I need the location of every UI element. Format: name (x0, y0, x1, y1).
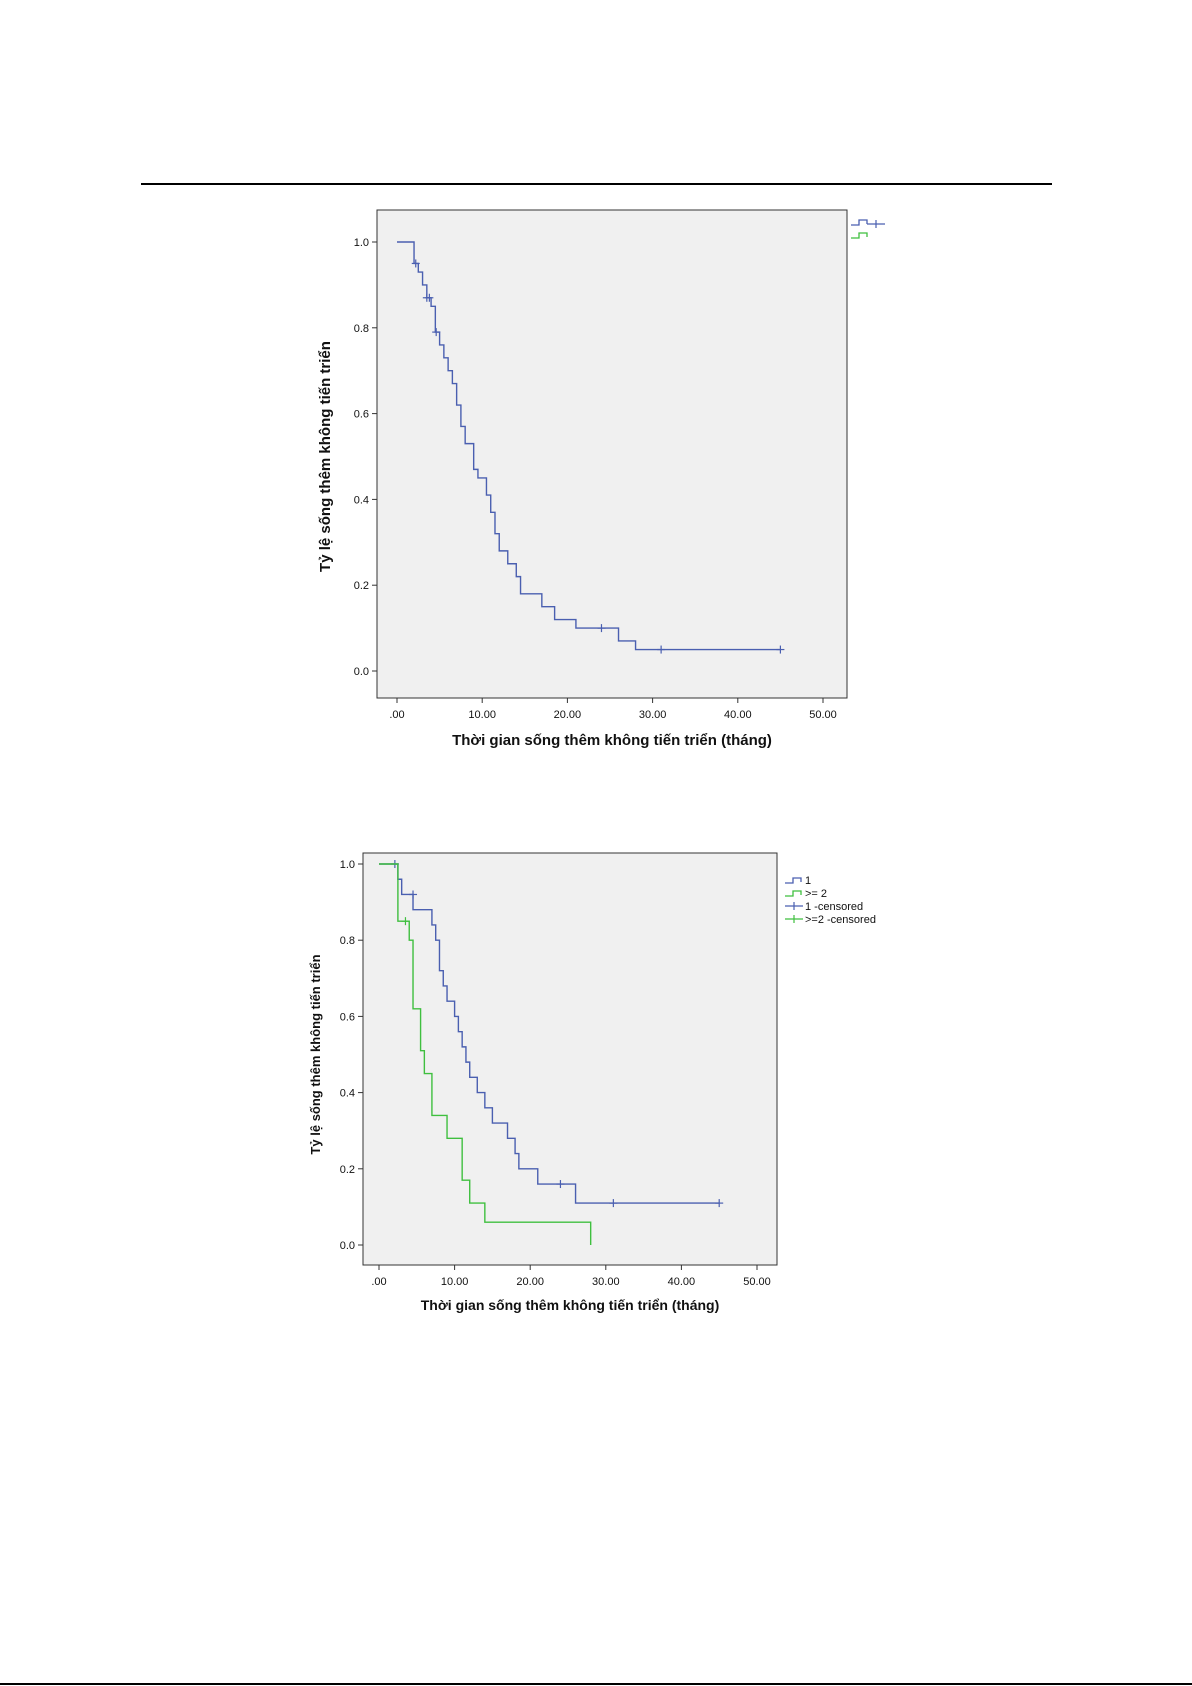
y-tick-label: 0.8 (340, 935, 355, 947)
y-tick-label: 0.2 (340, 1164, 355, 1176)
chart-1: 0.0 0.2 0.4 0.6 0.8 1.0 .00 10.00 20.00 30.00 40.… (317, 209, 885, 749)
censor-mark (556, 1180, 565, 1189)
x-tick-label: 30.00 (592, 1276, 620, 1288)
censor-mark (609, 1199, 618, 1208)
header-rule (141, 183, 1052, 185)
censor-mark (425, 293, 434, 302)
y-tick-label: 1.0 (340, 859, 355, 871)
chart-2-legend: 1>= 21 -censored>=2 -censored (785, 875, 876, 926)
series-line-2 (379, 863, 592, 1245)
chart-2-y-ticks: 0.0 0.2 0.4 0.6 0.8 1.0 (340, 859, 363, 1252)
y-tick-label: 0.0 (354, 666, 369, 678)
chart-1-x-ticks: .00 10.00 20.00 30.00 40.00 50.00 (389, 698, 837, 721)
y-tick-label: 0.4 (340, 1088, 355, 1100)
chart-1-legend (851, 219, 885, 239)
x-tick-label: 40.00 (724, 709, 752, 721)
footer-rule (0, 1683, 1192, 1685)
y-tick-label: 0.6 (354, 409, 369, 421)
legend-label: 1 (805, 875, 811, 887)
chart-2-series (379, 860, 724, 1245)
censor-mark (776, 645, 785, 654)
x-tick-label: .00 (371, 1276, 386, 1288)
chart-2-y-axis-label: Tỷ lệ sống thêm không tiến triển (308, 954, 323, 1154)
series-line-1 (379, 863, 720, 1204)
x-tick-label: 10.00 (468, 709, 496, 721)
legend-entry: 1 (785, 875, 811, 887)
legend-entry: 1 -censored (785, 901, 863, 913)
series-line-1 (397, 241, 781, 651)
y-tick-label: 1.0 (354, 237, 369, 249)
x-tick-label: 20.00 (554, 709, 582, 721)
chart-1-series (397, 241, 785, 654)
x-tick-label: .00 (389, 709, 404, 721)
y-tick-label: 0.8 (354, 323, 369, 335)
chart-1-y-ticks: 0.0 0.2 0.4 0.6 0.8 1.0 (354, 237, 377, 678)
censor-mark (657, 645, 666, 654)
x-tick-label: 30.00 (639, 709, 667, 721)
chart-1-y-axis-label: Tỷ lệ sống thêm không tiến triển (317, 341, 334, 572)
chart-2-x-ticks: .00 10.00 20.00 30.00 40.00 50.00 (371, 1265, 771, 1288)
censor-mark (715, 1199, 724, 1208)
legend-entry (851, 219, 885, 228)
x-tick-label: 50.00 (743, 1276, 771, 1288)
legend-entry (851, 232, 868, 239)
y-tick-label: 0.6 (340, 1011, 355, 1023)
y-tick-label: 0.4 (354, 494, 369, 506)
chart-2-x-axis-label: Thời gian sống thêm không tiến triển (th… (421, 1297, 720, 1313)
x-tick-label: 20.00 (516, 1276, 544, 1288)
censor-mark (401, 917, 410, 926)
legend-entry: >= 2 (785, 888, 827, 900)
censor-mark (432, 328, 441, 337)
x-tick-label: 40.00 (668, 1276, 696, 1288)
legend-entry: >=2 -censored (785, 914, 876, 926)
y-tick-label: 0.2 (354, 580, 369, 592)
y-tick-label: 0.0 (340, 1240, 355, 1252)
legend-label: >=2 -censored (805, 914, 876, 926)
chart-2: 0.0 0.2 0.4 0.6 0.8 1.0 .00 10.00 20.00 30.00 40.… (308, 852, 876, 1313)
x-tick-label: 10.00 (441, 1276, 469, 1288)
censor-mark (409, 890, 418, 899)
censor-mark (411, 259, 420, 268)
x-tick-label: 50.00 (809, 709, 837, 721)
legend-label: >= 2 (805, 888, 827, 900)
censor-mark (597, 624, 606, 633)
legend-label: 1 -censored (805, 901, 863, 913)
chart-1-plot-area (376, 209, 848, 699)
chart-1-x-axis-label: Thời gian sống thêm không tiến triển (th… (452, 732, 772, 749)
